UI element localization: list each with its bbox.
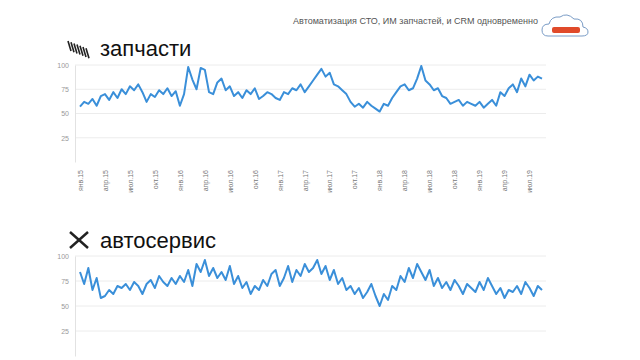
y-tick: 50 <box>61 303 75 310</box>
plot-area <box>80 66 542 112</box>
x-tick-label: июл.18 <box>426 170 433 193</box>
grid-line <box>75 113 546 114</box>
chart: запчасти 25 50 75 100 янв.15 апр.15 июл.15 окт.1… <box>57 36 546 193</box>
x-tick: окт.16 <box>252 166 259 189</box>
logo-cloud <box>542 15 588 36</box>
x-tick: июл.17 <box>326 166 333 193</box>
x-tick: июл.16 <box>227 166 234 193</box>
icon-stroke <box>86 48 89 58</box>
x-tick-label: окт.16 <box>252 170 259 189</box>
chart: автосервис 25 50 75 100 <box>57 228 546 357</box>
chart-title: автосервис <box>100 228 216 253</box>
x-tick: янв.18 <box>376 166 383 191</box>
x-tick: янв.17 <box>277 166 284 191</box>
grid-line <box>75 137 546 138</box>
title-icon <box>70 232 88 248</box>
icon-stroke <box>70 232 88 248</box>
y-tick-label: 75 <box>61 278 69 285</box>
x-tick: июл.19 <box>526 166 533 193</box>
x-tick: окт.18 <box>451 166 458 189</box>
y-tick: 100 <box>57 62 75 69</box>
x-tick-label: окт.15 <box>152 170 159 189</box>
grid-line <box>75 331 546 332</box>
y-tick-label: 100 <box>57 62 69 69</box>
y-tick: 75 <box>61 86 75 93</box>
x-axis-line <box>81 166 543 167</box>
y-tick-label: 25 <box>61 328 69 335</box>
y-axis: 25 50 75 100 <box>57 62 75 163</box>
grid-line <box>75 89 546 90</box>
x-tick: апр.19 <box>501 166 509 191</box>
y-tick-label: 100 <box>57 253 69 260</box>
x-tick-label: июл.15 <box>127 170 134 193</box>
x-tick-label: апр.18 <box>401 170 409 191</box>
y-tick: 25 <box>61 328 75 335</box>
slide: Автоматизация СТО, ИМ запчастей, и CRM о… <box>0 0 640 360</box>
x-tick-label: янв.17 <box>277 170 284 191</box>
grid <box>75 256 546 331</box>
x-tick-label: апр.19 <box>501 170 509 191</box>
y-tick-label: 75 <box>61 86 69 93</box>
y-tick-label: 50 <box>61 110 69 117</box>
x-tick: июл.18 <box>426 166 433 193</box>
grid-line <box>75 256 546 257</box>
y-axis: 25 50 75 100 <box>57 253 75 357</box>
x-tick-label: апр.16 <box>202 170 210 191</box>
x-tick-label: апр.15 <box>102 170 110 191</box>
x-tick-label: окт.17 <box>351 170 358 189</box>
x-tick: апр.15 <box>102 166 110 191</box>
x-tick: окт.17 <box>351 166 358 189</box>
chart-title: запчасти <box>100 36 191 61</box>
x-tick: апр.18 <box>401 166 409 191</box>
y-tick: 25 <box>61 134 75 141</box>
grid-line <box>75 65 546 66</box>
x-tick-label: янв.19 <box>476 170 483 191</box>
grid <box>75 65 546 138</box>
y-axis-line <box>75 257 76 357</box>
x-tick: июл.15 <box>127 166 134 193</box>
x-tick-label: окт.18 <box>451 170 458 189</box>
x-tick: янв.19 <box>476 166 483 191</box>
x-tick-label: июл.17 <box>326 170 333 193</box>
plot-area <box>80 260 542 306</box>
grid-line <box>75 306 546 307</box>
header-text: Автоматизация СТО, ИМ запчастей, и CRM о… <box>293 16 538 26</box>
y-axis-line <box>75 66 76 163</box>
logo <box>542 15 588 36</box>
series-line <box>80 66 542 112</box>
y-tick: 50 <box>61 110 75 117</box>
x-tick: янв.15 <box>77 166 84 191</box>
x-tick-label: янв.18 <box>376 170 383 191</box>
x-tick-label: янв.16 <box>177 170 184 191</box>
x-axis: янв.15 апр.15 июл.15 окт.15 янв.16 апр.16 июл.… <box>77 166 543 193</box>
y-tick-label: 50 <box>61 303 69 310</box>
x-tick: апр.17 <box>301 166 309 191</box>
x-tick-label: июл.16 <box>227 170 234 193</box>
x-tick-label: июл.19 <box>526 170 533 193</box>
grid-line <box>75 281 546 282</box>
x-tick: окт.15 <box>152 166 159 189</box>
y-tick-label: 25 <box>61 134 69 141</box>
icon-stroke <box>70 232 88 248</box>
x-tick: апр.16 <box>202 166 210 191</box>
series-line <box>80 260 542 306</box>
x-tick-label: апр.17 <box>301 170 309 191</box>
x-tick-label: янв.15 <box>77 170 84 191</box>
y-tick: 75 <box>61 278 75 285</box>
logo-band <box>552 27 580 33</box>
title-icon <box>68 41 89 58</box>
x-tick: янв.16 <box>177 166 184 191</box>
y-tick: 100 <box>57 253 75 260</box>
